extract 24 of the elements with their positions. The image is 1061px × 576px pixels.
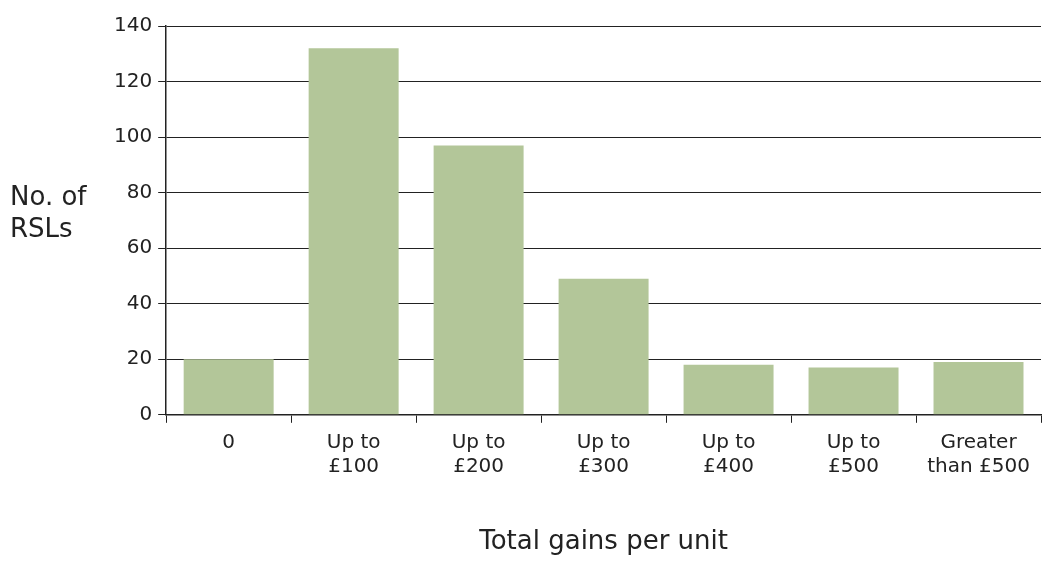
x-axis-title: Total gains per unit — [478, 525, 728, 556]
x-tick-label: Up to £200 — [451, 429, 506, 477]
y-axis-title: No. of RSLs — [10, 181, 88, 244]
bar — [433, 145, 524, 415]
y-tick-label: 140 — [113, 12, 153, 37]
y-tick-label: 60 — [126, 234, 153, 259]
bar — [808, 367, 899, 415]
bar — [683, 364, 774, 415]
x-tick-label: Up to £300 — [576, 429, 631, 477]
x-tick-label: Up to £400 — [701, 429, 756, 477]
x-tick-label: Up to £100 — [326, 429, 381, 477]
bar — [308, 48, 399, 415]
x-tick-label: Up to £500 — [826, 429, 881, 477]
x-tick-label: 0 — [222, 429, 236, 453]
y-tick-label: 120 — [113, 67, 153, 92]
y-tick-label: 80 — [126, 178, 153, 203]
y-tick-label: 40 — [126, 289, 153, 314]
y-tick-label: 100 — [113, 123, 153, 148]
bar — [933, 362, 1024, 415]
x-tick-label: Greater than £500 — [927, 429, 1030, 477]
y-tick-label: 20 — [126, 345, 153, 370]
bar — [183, 359, 274, 415]
y-tick-label: 0 — [139, 401, 153, 425]
bar — [558, 278, 649, 415]
